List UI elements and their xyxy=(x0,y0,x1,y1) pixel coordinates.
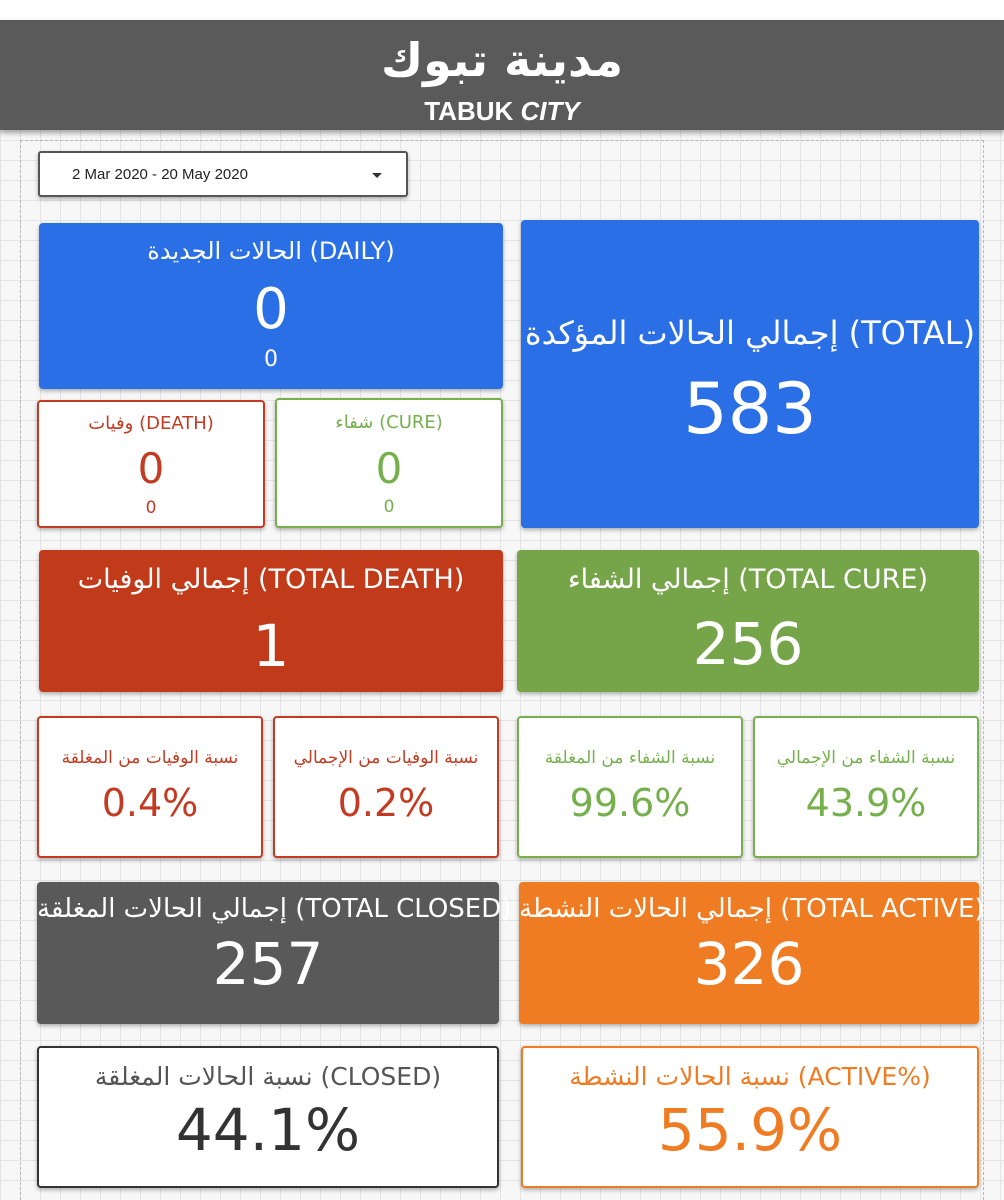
cure-rate-closed-value: 99.6% xyxy=(569,781,691,825)
daily-new-cases-card: الحالات الجديدة (DAILY) 0 0 xyxy=(39,223,503,389)
active-percent-value: 55.9% xyxy=(657,1096,843,1164)
page-title-english-main: TABUK xyxy=(424,96,514,126)
death-rate-total-value: 0.2% xyxy=(337,781,435,825)
page-title-english: TABUK CITY xyxy=(0,96,1004,126)
daily-new-cases-label: الحالات الجديدة (DAILY) xyxy=(147,237,395,265)
death-rate-total-label: نسبة الوفيات من الإجمالي xyxy=(293,748,479,768)
closed-percent-label: نسبة الحالات المغلقة (CLOSED) xyxy=(94,1062,442,1091)
top-strip xyxy=(0,0,1004,20)
closed-percent-value: 44.1% xyxy=(175,1096,361,1164)
total-cure-card: إجمالي الشفاء (TOTAL CURE) 256 xyxy=(517,550,979,692)
total-confirmed-label: إجمالي الحالات المؤكدة (TOTAL) xyxy=(524,314,976,352)
daily-death-sub: 0 xyxy=(145,498,157,518)
total-confirmed-value: 583 xyxy=(683,368,817,450)
total-closed-card: إجمالي الحالات المغلقة (TOTAL CLOSED) 25… xyxy=(37,882,512,1024)
death-rate-closed-card: نسبة الوفيات من المغلقة 0.4% xyxy=(37,716,263,858)
cure-rate-total-value: 43.9% xyxy=(805,781,927,825)
daily-cure-label: شفاء (CURE) xyxy=(335,412,443,433)
total-active-value: 326 xyxy=(693,930,805,998)
daily-death-label: وفيات (DEATH) xyxy=(88,413,214,434)
death-rate-closed-value: 0.4% xyxy=(101,781,199,825)
page-header: مدينة تبوك TABUK CITY xyxy=(0,20,1004,130)
daily-death-value: 0 xyxy=(137,444,165,493)
active-percent-card: نسبة الحالات النشطة (ACTIVE%) 55.9% xyxy=(521,1046,979,1188)
layout-guide-left xyxy=(20,140,21,1200)
cure-rate-closed-label: نسبة الشفاء من المغلقة xyxy=(544,748,716,768)
daily-new-cases-value: 0 xyxy=(253,277,289,342)
death-rate-total-card: نسبة الوفيات من الإجمالي 0.2% xyxy=(273,716,499,858)
death-rate-closed-label: نسبة الوفيات من المغلقة xyxy=(61,748,239,768)
total-closed-label: إجمالي الحالات المغلقة (TOTAL CLOSED) xyxy=(37,894,512,924)
total-death-value: 1 xyxy=(252,612,290,680)
layout-guide-top xyxy=(20,140,984,141)
active-percent-label: نسبة الحالات النشطة (ACTIVE%) xyxy=(569,1062,931,1091)
date-range-value: 2 Mar 2020 - 20 May 2020 xyxy=(72,166,248,183)
total-active-label: إجمالي الحالات النشطة (TOTAL ACTIVE) xyxy=(519,894,985,924)
daily-death-card: وفيات (DEATH) 0 0 xyxy=(37,400,265,528)
cure-rate-total-label: نسبة الشفاء من الإجمالي xyxy=(776,748,956,768)
layout-guide-right xyxy=(983,140,984,1200)
total-cure-value: 256 xyxy=(692,610,804,678)
total-death-label: إجمالي الوفيات (TOTAL DEATH) xyxy=(77,564,465,595)
daily-new-cases-sub: 0 xyxy=(264,347,278,372)
total-confirmed-card: إجمالي الحالات المؤكدة (TOTAL) 583 xyxy=(521,220,979,528)
total-death-card: إجمالي الوفيات (TOTAL DEATH) 1 xyxy=(39,550,503,692)
date-range-picker[interactable]: 2 Mar 2020 - 20 May 2020 xyxy=(38,151,408,197)
daily-cure-sub: 0 xyxy=(383,497,395,517)
cure-rate-closed-card: نسبة الشفاء من المغلقة 99.6% xyxy=(517,716,743,858)
daily-cure-value: 0 xyxy=(375,444,403,493)
total-closed-value: 257 xyxy=(212,930,324,998)
page-title-english-italic: CITY xyxy=(520,96,580,126)
total-cure-label: إجمالي الشفاء (TOTAL CURE) xyxy=(567,564,929,595)
daily-cure-card: شفاء (CURE) 0 0 xyxy=(275,398,503,528)
chevron-down-icon xyxy=(372,173,382,178)
page-title-arabic: مدينة تبوك xyxy=(380,33,624,87)
total-active-card: إجمالي الحالات النشطة (TOTAL ACTIVE) 326 xyxy=(519,882,985,1024)
closed-percent-card: نسبة الحالات المغلقة (CLOSED) 44.1% xyxy=(37,1046,499,1188)
cure-rate-total-card: نسبة الشفاء من الإجمالي 43.9% xyxy=(753,716,979,858)
